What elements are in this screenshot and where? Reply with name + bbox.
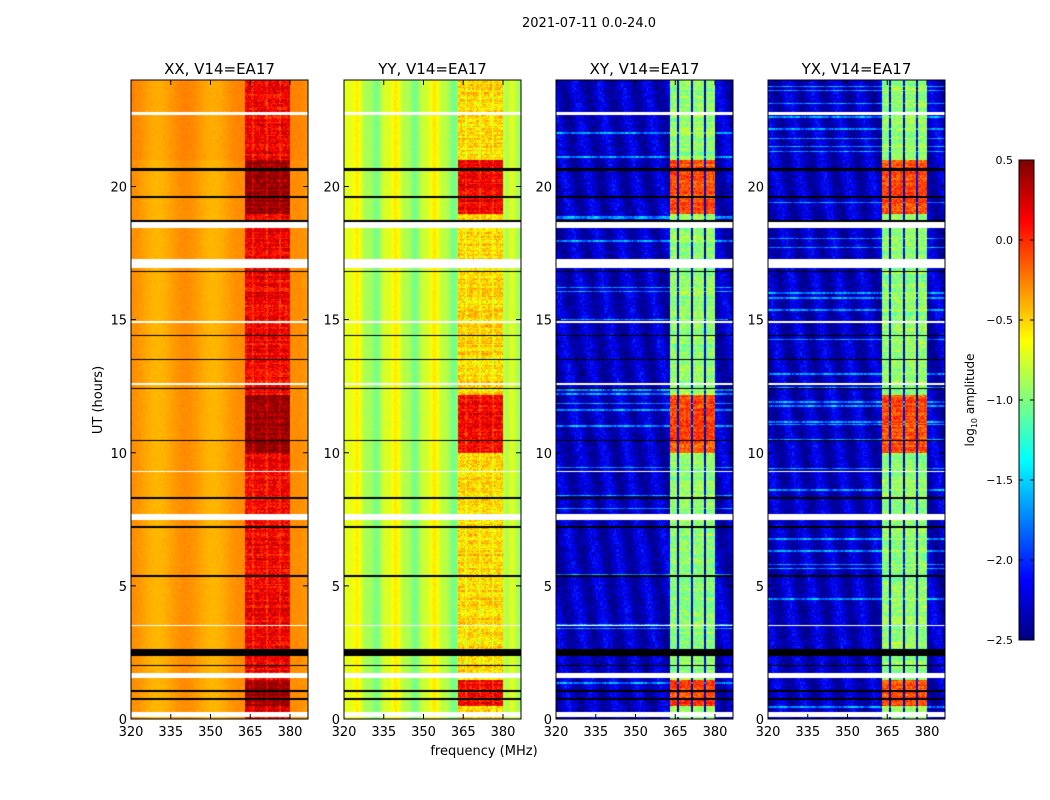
heatmap-1 (344, 80, 521, 719)
heatmap-3 (768, 80, 945, 719)
panel-axes-2 (555, 79, 734, 720)
x-tick-label: 380 (278, 725, 303, 740)
x-tick-label: 350 (623, 725, 648, 740)
y-tick-label: 5 (756, 580, 764, 595)
x-tick-label: 365 (663, 725, 688, 740)
x-tick-label: 350 (198, 725, 223, 740)
colorbar-tick-label: −0.5 (986, 314, 1013, 327)
y-tick-label: 20 (323, 181, 340, 196)
colorbar-tick-label: −1.0 (986, 394, 1013, 407)
x-tick-label: 350 (411, 725, 436, 740)
axes-frame (343, 79, 522, 720)
figure-title: 2021-07-11 0.0-24.0 (522, 16, 656, 31)
x-tick-label: 335 (795, 725, 820, 740)
y-tick-label: 15 (535, 314, 552, 329)
x-tick-label: 365 (238, 725, 263, 740)
x-tick-label: 365 (451, 725, 476, 740)
y-tick-label: 0 (544, 713, 552, 728)
x-tick-label: 320 (332, 725, 357, 740)
colorbar-label-part: log (963, 428, 977, 446)
x-tick-label: 320 (756, 725, 781, 740)
colorbar-tick-label: 0.5 (996, 154, 1014, 167)
x-tick-label: 335 (583, 725, 608, 740)
y-tick-label: 15 (747, 314, 764, 329)
panel-title: YY, V14=EA17 (377, 60, 487, 78)
x-tick-label: 335 (371, 725, 396, 740)
y-tick-label: 0 (119, 713, 127, 728)
y-tick-label: 5 (332, 580, 340, 595)
x-tick-label: 380 (491, 725, 516, 740)
y-tick-label: 15 (323, 314, 340, 329)
x-tick-label: 365 (875, 725, 900, 740)
x-tick-label: 320 (544, 725, 569, 740)
y-tick-label: 10 (323, 447, 340, 462)
colorbar-label: log10 amplitude (963, 354, 979, 447)
y-tick-label: 20 (747, 181, 764, 196)
y-tick-label: 20 (535, 181, 552, 196)
y-tick-label: 15 (110, 314, 127, 329)
y-tick-label: 10 (747, 447, 764, 462)
y-tick-label: 5 (544, 580, 552, 595)
colorbar-tick-label: −2.5 (986, 634, 1013, 647)
colorbar-tick-label: 0.0 (996, 234, 1014, 247)
colorbar-label-part: 10 (970, 418, 979, 428)
y-tick-label: 20 (110, 181, 127, 196)
y-tick-label: 5 (119, 580, 127, 595)
x-tick-label: 335 (158, 725, 183, 740)
y-tick-label: 10 (535, 447, 552, 462)
colorbar-label-part: amplitude (963, 354, 977, 418)
x-tick-label: 350 (835, 725, 860, 740)
x-tick-label: 380 (703, 725, 728, 740)
x-axis-label: frequency (MHz) (430, 744, 537, 759)
colorbar-tick-label: −2.0 (986, 554, 1013, 567)
y-axis-label: UT (hours) (91, 366, 106, 434)
panel-axes-3 (767, 79, 946, 720)
y-tick-label: 0 (332, 713, 340, 728)
colorbar (1019, 160, 1034, 640)
x-tick-label: 320 (119, 725, 144, 740)
axes-frame (767, 79, 946, 720)
panel-axes-1 (343, 79, 522, 720)
colorbar-tick-label: −1.5 (986, 474, 1013, 487)
axes-frame (130, 79, 309, 720)
panel-title: XX, V14=EA17 (164, 60, 275, 78)
panel-axes-0 (130, 79, 309, 720)
panel-title: XY, V14=EA17 (590, 60, 700, 78)
heatmap-0 (131, 80, 308, 719)
y-tick-label: 0 (756, 713, 764, 728)
y-tick-label: 10 (110, 447, 127, 462)
panel-title: YX, V14=EA17 (801, 60, 912, 78)
heatmap-2 (556, 80, 733, 719)
axes-frame (555, 79, 734, 720)
x-tick-label: 380 (915, 725, 940, 740)
